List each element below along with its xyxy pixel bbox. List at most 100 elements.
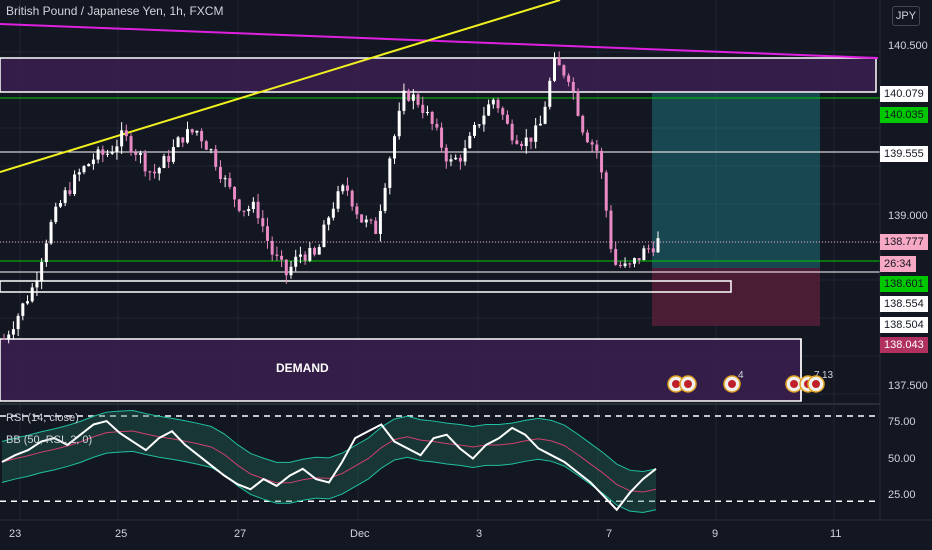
candle-body: [26, 301, 30, 304]
candle-body: [96, 149, 100, 160]
event-marker-icon[interactable]: 13: [807, 370, 834, 393]
candle-body: [501, 108, 505, 115]
candle-body: [91, 159, 95, 165]
candle-body: [124, 130, 128, 137]
candle-body: [581, 115, 585, 133]
candle-body: [63, 190, 67, 203]
candle-body: [68, 190, 72, 194]
event-markers[interactable]: 4713: [667, 370, 834, 393]
candle-body: [421, 104, 425, 113]
rsi-label[interactable]: RSI (14, close): [6, 412, 79, 424]
candle-body: [256, 201, 260, 219]
candle-body: [458, 157, 462, 162]
countdown-label: 26:34: [880, 256, 916, 272]
candle-body: [134, 152, 138, 155]
candle-body: [632, 258, 636, 264]
candle-body: [411, 94, 415, 101]
candle-body: [308, 247, 312, 261]
supply-zone: [0, 57, 877, 93]
candle-body: [515, 140, 519, 144]
candle-body: [482, 115, 486, 125]
candle-body: [195, 130, 199, 133]
candle-body: [651, 248, 655, 253]
candle-body: [435, 123, 439, 128]
magenta-trendline: [0, 23, 879, 59]
event-marker-icon[interactable]: [667, 375, 685, 393]
rsi-pane: [0, 409, 880, 513]
bb-lower-line: [1, 450, 657, 513]
x-tick-25: 25: [115, 528, 128, 540]
candle-body: [604, 172, 608, 211]
candle-body: [336, 191, 340, 209]
symbol-title[interactable]: British Pound / Japanese Yen, 1h, FXCM: [6, 4, 224, 18]
candle-body: [2, 338, 6, 340]
event-count: 13: [822, 370, 834, 381]
candle-body: [176, 137, 180, 148]
candle-body: [247, 209, 251, 212]
price-label-140079: 140.079: [880, 86, 928, 102]
candle-body: [637, 258, 641, 261]
candle-body: [106, 153, 110, 155]
candle-body: [393, 136, 397, 159]
candle-body: [505, 114, 509, 124]
candle-body: [595, 144, 599, 151]
candle-body: [407, 90, 411, 101]
rsi-tick-50: 50.00: [888, 453, 916, 465]
price-label-140035: 140.035: [880, 107, 928, 123]
bb-upper-line: [1, 409, 657, 473]
candle-body: [143, 153, 147, 172]
candle-body: [223, 178, 227, 180]
candle-body: [30, 287, 34, 302]
y-tick-137500: 137.500: [888, 380, 928, 392]
candle-body: [552, 57, 556, 81]
y-tick-139000: 139.000: [888, 210, 928, 222]
demand-label: DEMAND: [276, 361, 329, 375]
candle-body: [378, 210, 382, 234]
candle-body: [463, 148, 467, 162]
candle-body: [331, 208, 335, 218]
candle-body: [294, 256, 298, 267]
yellow-trendline: [0, 0, 561, 173]
price-label-138043: 138.043: [880, 337, 928, 353]
candle-body: [322, 224, 326, 248]
demand-zone: [0, 338, 802, 402]
event-dot: [684, 380, 692, 388]
candle-body: [562, 65, 566, 76]
currency-button[interactable]: JPY: [892, 6, 920, 26]
candle-body: [364, 219, 368, 223]
stop-zone: [652, 268, 820, 326]
candle-body: [548, 80, 552, 107]
event-marker-icon[interactable]: 4: [723, 370, 744, 393]
candle-body: [430, 111, 434, 124]
candle-body: [120, 130, 124, 147]
candle-body: [341, 185, 345, 192]
candle-body: [87, 164, 91, 167]
candle-body: [49, 222, 53, 244]
candle-body: [571, 81, 575, 92]
candle-body: [383, 187, 387, 211]
candle-body: [538, 123, 542, 126]
event-marker-icon[interactable]: [679, 375, 697, 393]
candle-body: [473, 124, 477, 136]
candle-body: [73, 174, 77, 194]
rsi-tick-75: 75.00: [888, 416, 916, 428]
bb-label[interactable]: BB (50, RSI, 2, 0): [6, 434, 93, 446]
candle-body: [58, 202, 62, 207]
candle-body: [609, 210, 613, 249]
candle-body: [162, 156, 166, 168]
candle-body: [350, 190, 354, 207]
x-tick-dec: Dec: [350, 528, 370, 540]
candlestick-series: [2, 51, 660, 344]
candle-body: [477, 124, 481, 126]
candle-body: [275, 254, 279, 256]
x-tick-7: 7: [606, 528, 613, 540]
candle-body: [284, 259, 288, 276]
candle-body: [374, 220, 378, 234]
candle-body: [647, 248, 651, 250]
candle-body: [491, 99, 495, 105]
event-marker-icon[interactable]: [785, 375, 803, 393]
candle-body: [642, 248, 646, 261]
candle-body: [543, 106, 547, 124]
event-dot: [728, 380, 736, 388]
